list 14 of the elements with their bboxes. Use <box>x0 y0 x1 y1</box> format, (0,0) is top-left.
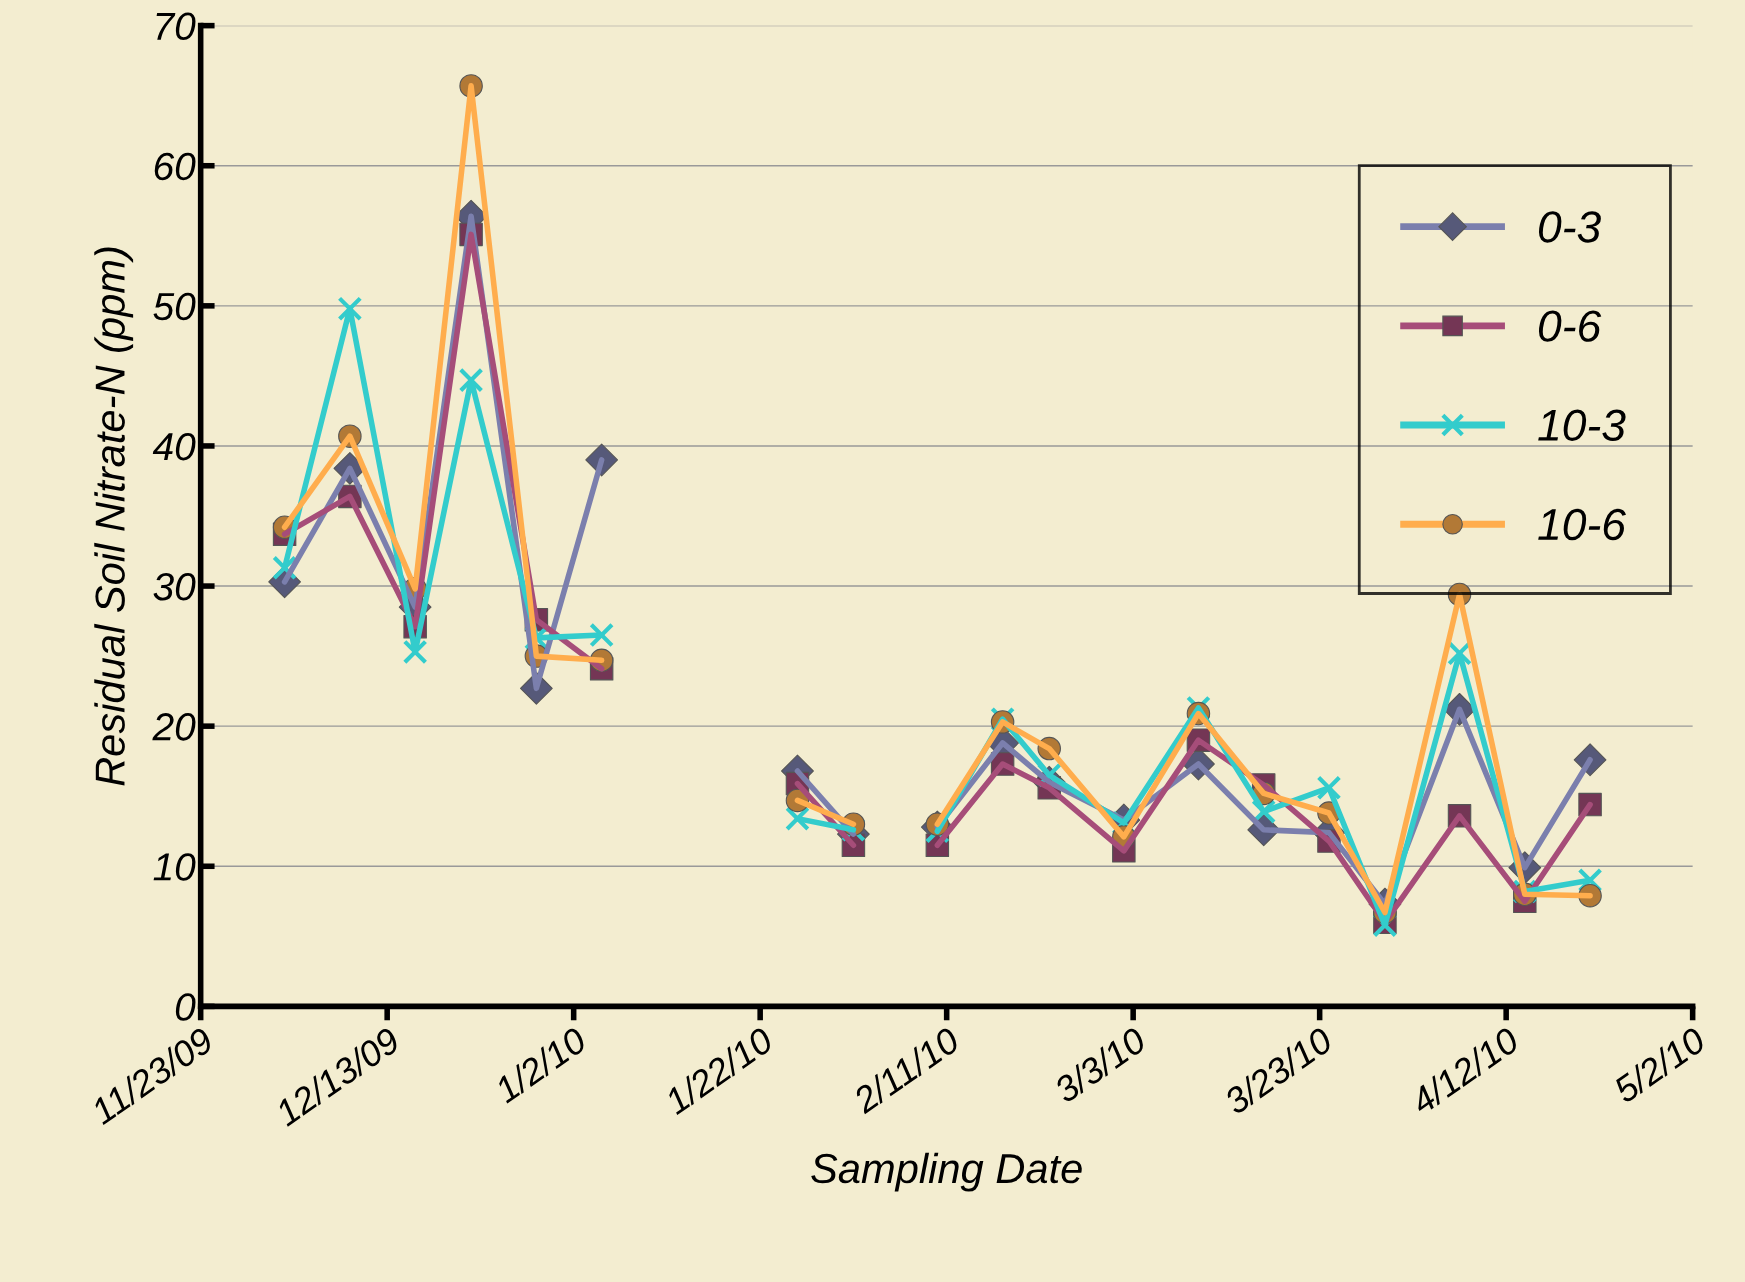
x-axis-title: Sampling Date <box>811 1152 1082 1192</box>
legend-label: 10-3 <box>1538 409 1626 442</box>
legend-label: 0-6 <box>1538 310 1602 342</box>
y-tick-label: 40 <box>152 432 196 461</box>
y-tick-label: 60 <box>154 152 196 181</box>
legend-label: 0-3 <box>1538 211 1601 243</box>
y-tick-label: 0 <box>175 993 196 1021</box>
y-tick-label: 30 <box>153 572 196 601</box>
legend-label: 10-6 <box>1538 508 1626 541</box>
y-tick-label: 50 <box>153 292 196 321</box>
y-tick-label: 10 <box>153 853 196 881</box>
y-tick-label: 20 <box>152 713 196 741</box>
y-axis-title: Residual Soil Nitrate-N (ppm) <box>94 247 134 786</box>
y-tick-label: 70 <box>156 12 196 41</box>
